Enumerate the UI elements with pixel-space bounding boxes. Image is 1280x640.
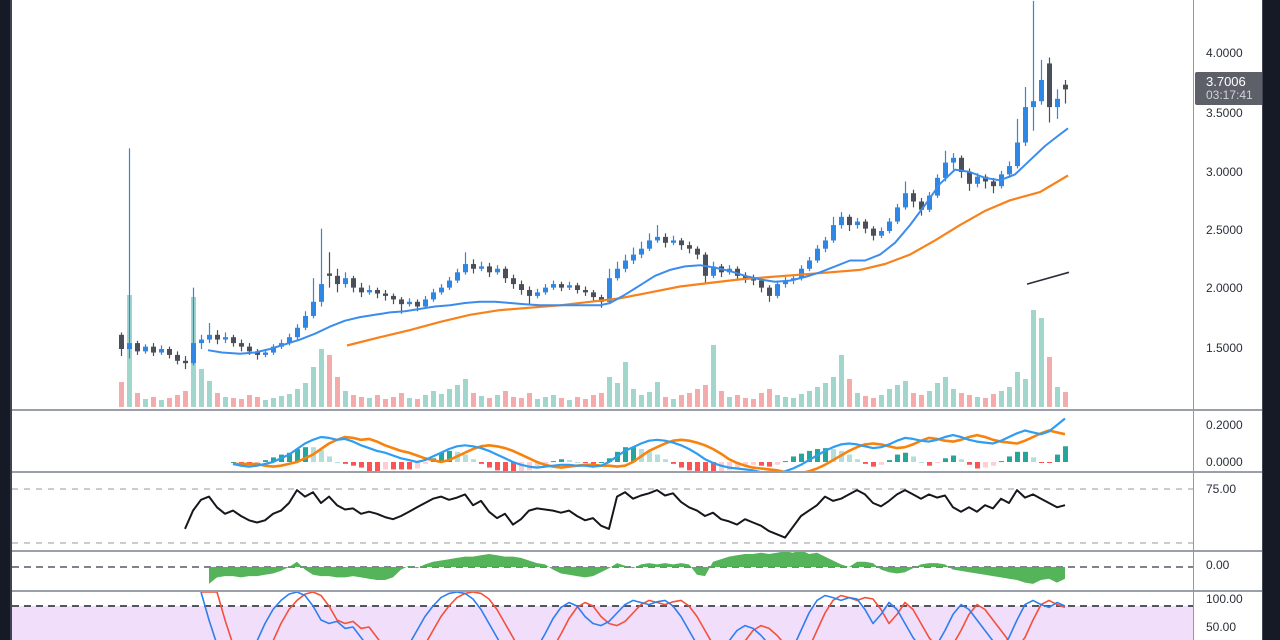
stoch-tick-label: 100.00 <box>1206 592 1243 606</box>
macd-tick-label: 0.0000 <box>1206 455 1243 469</box>
panel-separator[interactable] <box>10 550 1263 552</box>
panel-separator[interactable] <box>10 409 1263 411</box>
panel-separator[interactable] <box>10 590 1263 592</box>
price-axis-border <box>1193 0 1194 640</box>
macd-tick-label: 0.2000 <box>1206 418 1243 432</box>
price-tick-label: 1.5000 <box>1206 341 1243 355</box>
price-axis[interactable]: 4.0000 3.5000 3.0000 2.5000 2.0000 1.500… <box>1194 0 1272 640</box>
last-price-value: 3.7006 <box>1206 74 1246 89</box>
osc-tick-label: 0.00 <box>1206 558 1230 572</box>
last-price-badge: 3.7006 03:17:41 <box>1195 72 1272 105</box>
price-tick-label: 2.5000 <box>1206 223 1243 237</box>
window-left-edge <box>0 0 12 640</box>
window-right-edge <box>1262 0 1280 640</box>
rsi-tick-label: 75.00 <box>1206 482 1237 496</box>
price-tick-label: 3.0000 <box>1206 165 1243 179</box>
panel-separator[interactable] <box>10 471 1263 473</box>
price-tick-label: 4.0000 <box>1206 46 1243 60</box>
bar-countdown: 03:17:41 <box>1206 88 1253 102</box>
price-tick-label: 2.0000 <box>1206 281 1243 295</box>
stoch-tick-label: 50.00 <box>1206 620 1237 634</box>
price-tick-label: 3.5000 <box>1206 106 1243 120</box>
